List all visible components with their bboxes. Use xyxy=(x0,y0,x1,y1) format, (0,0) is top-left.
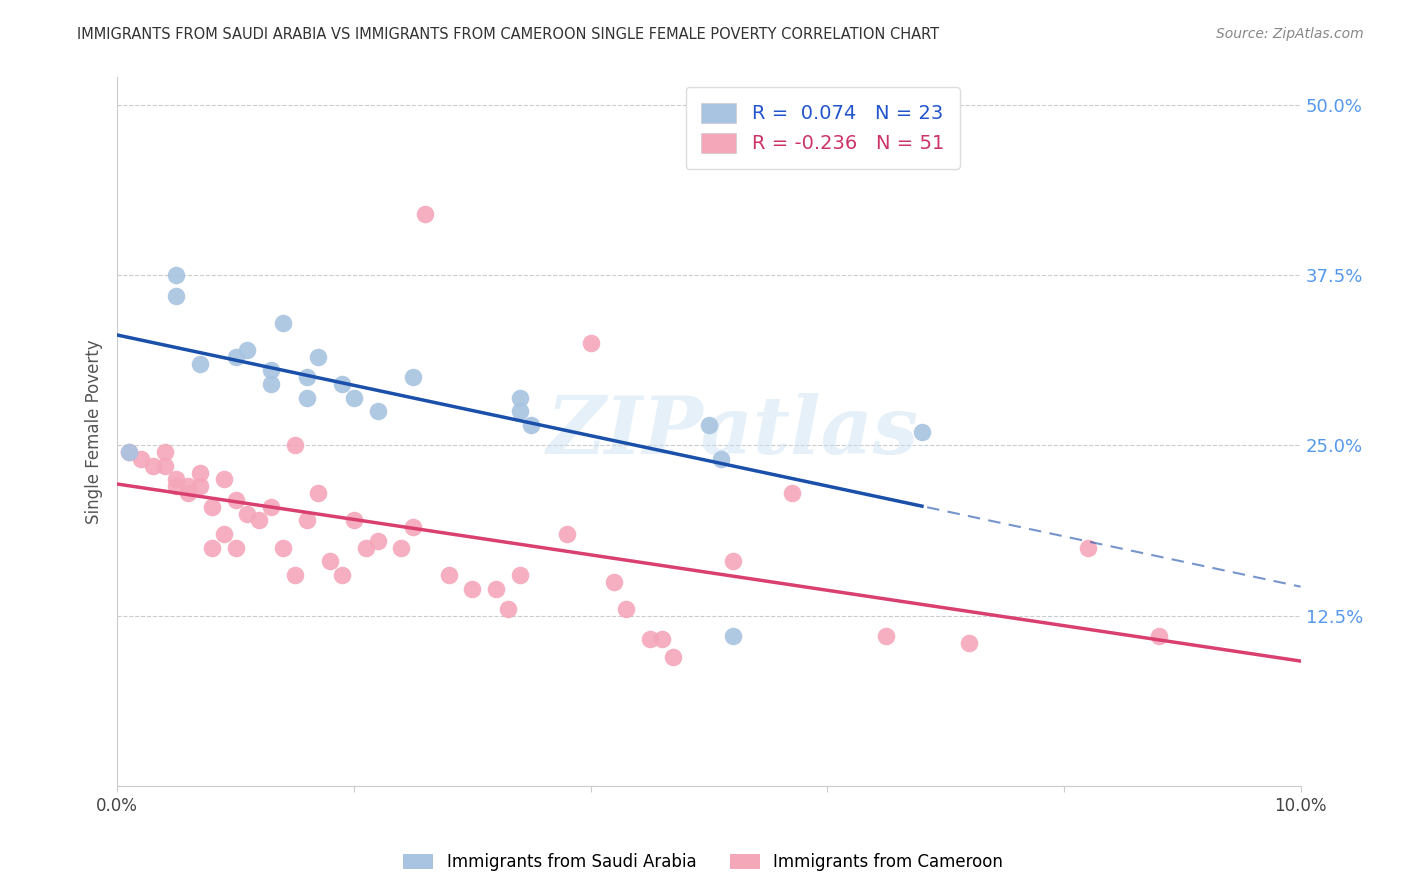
Point xyxy=(201,541,224,555)
Point xyxy=(271,316,294,330)
Point xyxy=(651,632,673,646)
Text: Source: ZipAtlas.com: Source: ZipAtlas.com xyxy=(1216,27,1364,41)
Point xyxy=(638,632,661,646)
Point xyxy=(509,404,531,418)
Point xyxy=(284,568,307,582)
Point xyxy=(225,541,247,555)
Point xyxy=(260,377,283,392)
Point xyxy=(188,466,211,480)
Point xyxy=(496,602,519,616)
Point xyxy=(212,527,235,541)
Point xyxy=(875,629,897,643)
Point xyxy=(555,527,578,541)
Point xyxy=(153,445,176,459)
Point xyxy=(165,479,187,493)
Point xyxy=(201,500,224,514)
Legend: R =  0.074   N = 23, R = -0.236   N = 51: R = 0.074 N = 23, R = -0.236 N = 51 xyxy=(686,87,959,169)
Point xyxy=(260,500,283,514)
Point xyxy=(579,336,602,351)
Point xyxy=(225,350,247,364)
Point xyxy=(509,568,531,582)
Point xyxy=(307,486,329,500)
Point xyxy=(721,554,744,568)
Point xyxy=(188,479,211,493)
Point xyxy=(177,486,200,500)
Y-axis label: Single Female Poverty: Single Female Poverty xyxy=(86,340,103,524)
Text: ZIPatlas: ZIPatlas xyxy=(547,393,918,471)
Point xyxy=(402,520,425,534)
Point xyxy=(343,513,366,527)
Legend: Immigrants from Saudi Arabia, Immigrants from Cameroon: Immigrants from Saudi Arabia, Immigrants… xyxy=(395,845,1011,880)
Point xyxy=(153,458,176,473)
Point xyxy=(260,363,283,377)
Point xyxy=(165,288,187,302)
Point xyxy=(461,582,484,596)
Point xyxy=(520,417,543,432)
Point xyxy=(295,513,318,527)
Point xyxy=(236,507,259,521)
Point xyxy=(295,370,318,384)
Point xyxy=(212,473,235,487)
Point xyxy=(330,377,353,392)
Point xyxy=(142,458,165,473)
Point xyxy=(485,582,508,596)
Point xyxy=(1077,541,1099,555)
Point xyxy=(1147,629,1170,643)
Point xyxy=(236,343,259,357)
Text: IMMIGRANTS FROM SAUDI ARABIA VS IMMIGRANTS FROM CAMEROON SINGLE FEMALE POVERTY C: IMMIGRANTS FROM SAUDI ARABIA VS IMMIGRAN… xyxy=(77,27,939,42)
Point xyxy=(662,649,685,664)
Point xyxy=(911,425,934,439)
Point xyxy=(509,391,531,405)
Point xyxy=(271,541,294,555)
Point xyxy=(402,370,425,384)
Point xyxy=(614,602,637,616)
Point xyxy=(721,629,744,643)
Point xyxy=(710,452,733,467)
Point xyxy=(367,533,389,548)
Point xyxy=(367,404,389,418)
Point xyxy=(354,541,377,555)
Point xyxy=(319,554,342,568)
Point xyxy=(957,636,980,650)
Point xyxy=(343,391,366,405)
Point xyxy=(118,445,141,459)
Point xyxy=(177,479,200,493)
Point xyxy=(295,391,318,405)
Point xyxy=(165,473,187,487)
Point xyxy=(437,568,460,582)
Point xyxy=(389,541,412,555)
Point xyxy=(165,268,187,282)
Point xyxy=(247,513,270,527)
Point xyxy=(307,350,329,364)
Point xyxy=(330,568,353,582)
Point xyxy=(118,445,141,459)
Point xyxy=(780,486,803,500)
Point xyxy=(603,574,626,589)
Point xyxy=(188,357,211,371)
Point xyxy=(697,417,720,432)
Point xyxy=(225,492,247,507)
Point xyxy=(284,438,307,452)
Point xyxy=(129,452,152,467)
Point xyxy=(413,207,436,221)
